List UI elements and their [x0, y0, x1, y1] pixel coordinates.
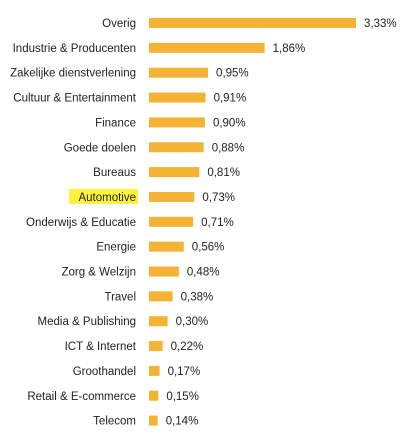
category-labels: Overig Industrie & Producenten Zakelijke d… [10, 18, 137, 428]
value-label: 0,48% [187, 267, 220, 279]
category-label: Industrie & Producenten [13, 43, 136, 55]
bar [149, 42, 265, 53]
category-label: Overig [102, 18, 136, 30]
category-label: Cultuur & Entertainment [13, 93, 137, 105]
value-label: 0,22% [171, 341, 204, 353]
category-label: Finance [95, 117, 136, 129]
value-label: 0,91% [214, 93, 247, 105]
bar [149, 316, 168, 327]
value-label: 0,17% [168, 366, 201, 378]
highlight-layer [69, 188, 138, 204]
category-label: Energie [96, 242, 136, 254]
bar [149, 67, 209, 78]
bar [149, 365, 160, 376]
bar [149, 266, 179, 277]
bars-layer [149, 18, 356, 426]
category-label: Retail & E-commerce [27, 391, 136, 403]
category-label: Media & Publishing [38, 316, 136, 328]
bar [149, 167, 200, 178]
category-label: Travel [104, 291, 136, 303]
bar [149, 92, 206, 103]
value-label: 0,30% [176, 316, 209, 328]
category-label: Zakelijke dienstverlening [10, 68, 136, 80]
bar [149, 241, 184, 252]
bar [149, 216, 194, 227]
category-label: ICT & Internet [65, 341, 137, 353]
value-label: 1,86% [273, 43, 306, 55]
category-label: Goede doelen [64, 142, 136, 154]
category-label: Onderwijs & Educatie [26, 217, 136, 229]
bar [149, 191, 195, 202]
value-labels: 3,33% 1,86% 0,95% 0,91% 0,90% 0,88% 0,81% 0,73%… [166, 18, 397, 428]
bar [149, 415, 158, 426]
value-label: 3,33% [364, 18, 397, 30]
bar [149, 341, 163, 352]
bar [149, 291, 173, 302]
category-label: Groothandel [73, 366, 136, 378]
value-label: 0,71% [201, 217, 234, 229]
value-label: 0,95% [216, 68, 249, 80]
value-label: 0,38% [181, 291, 214, 303]
category-highlight [69, 188, 138, 204]
bar [149, 390, 159, 401]
category-label: Telecom [93, 416, 136, 428]
category-label: Zorg & Welzijn [61, 267, 136, 279]
value-label: 0,88% [212, 142, 245, 154]
value-label: 0,73% [202, 192, 235, 204]
category-label: Bureaus [93, 167, 136, 179]
bar [149, 117, 205, 128]
value-label: 0,56% [192, 242, 225, 254]
value-label: 0,15% [166, 391, 199, 403]
value-label: 0,14% [166, 416, 199, 428]
category-label: Automotive [78, 192, 136, 204]
bar [149, 142, 204, 153]
value-label: 0,81% [207, 167, 240, 179]
bar [149, 18, 356, 28]
value-label: 0,90% [213, 117, 246, 129]
